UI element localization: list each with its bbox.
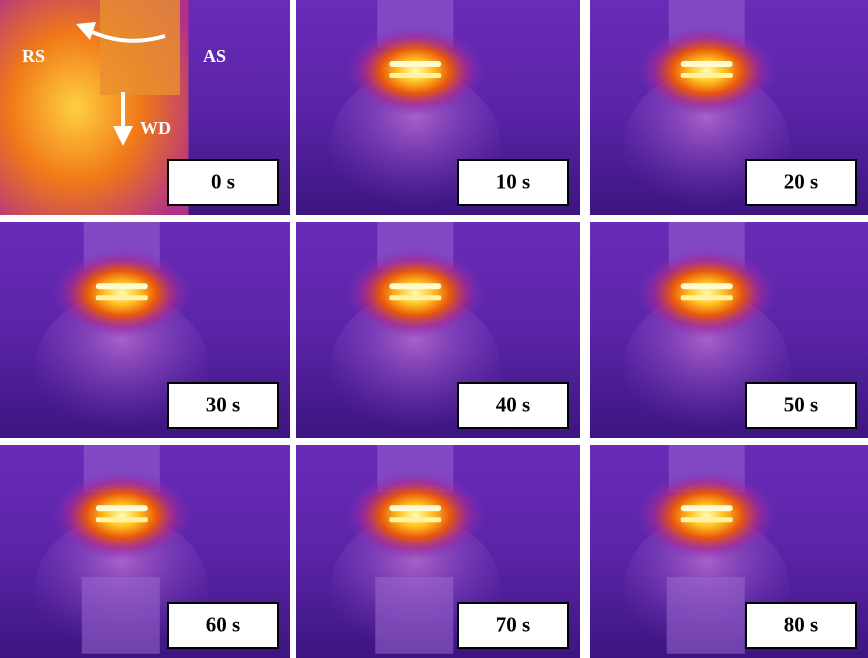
hot-band xyxy=(96,283,148,289)
time-label: 0 s xyxy=(211,169,235,193)
hot-zone xyxy=(52,470,192,560)
thermal-panel: 60 s xyxy=(0,445,290,658)
time-label: 80 s xyxy=(784,612,818,636)
annotation: AS xyxy=(203,46,226,66)
hot-band xyxy=(389,505,441,511)
thermal-panel: 0 s xyxy=(0,0,290,215)
hot-zone xyxy=(637,26,777,116)
page: {"panels": ["0 s", "10 s", "20 s", "30 s… xyxy=(0,0,868,658)
thermal-panel: 80 s xyxy=(590,445,868,658)
hot-zone xyxy=(345,470,485,560)
thermal-panel: 40 s xyxy=(296,222,580,444)
hot-band xyxy=(96,517,148,522)
figure: 0 s 10 s 20 s 30 s 40 s 50 s 60 s 70 s 80 s RS A… xyxy=(0,0,868,658)
hot-band xyxy=(389,517,441,522)
hot-zone xyxy=(637,248,777,338)
panel-grid: 0 s 10 s 20 s 30 s 40 s 50 s 60 s 70 s 80 s xyxy=(0,0,868,658)
hot-zone xyxy=(52,248,192,338)
annotation: WD xyxy=(140,118,171,138)
plate xyxy=(82,577,160,654)
hot-zone xyxy=(345,248,485,338)
hot-band xyxy=(681,283,733,289)
thermal-panel: 50 s xyxy=(590,222,868,444)
time-label: 50 s xyxy=(784,392,818,416)
thermal-panel: 30 s xyxy=(0,222,290,444)
hot-band xyxy=(389,73,441,78)
hot-band xyxy=(681,505,733,511)
hot-band xyxy=(96,295,148,300)
plate xyxy=(375,577,453,654)
hot-band xyxy=(389,295,441,300)
hot-band xyxy=(681,73,733,78)
time-label: 60 s xyxy=(206,612,240,636)
hot-band xyxy=(389,61,441,67)
annotation: RS xyxy=(22,46,45,66)
hot-band xyxy=(681,295,733,300)
time-label: 10 s xyxy=(496,169,530,193)
time-label: 20 s xyxy=(784,169,818,193)
plate xyxy=(667,577,745,654)
hot-band xyxy=(681,61,733,67)
hot-band xyxy=(389,283,441,289)
time-label: 40 s xyxy=(496,392,530,416)
hot-zone xyxy=(637,470,777,560)
thermal-panel: 10 s xyxy=(296,0,580,221)
time-label: 70 s xyxy=(496,612,530,636)
tool-shank xyxy=(100,0,180,95)
hot-band xyxy=(681,517,733,522)
thermal-panel: 20 s xyxy=(590,0,868,221)
thermal-panel: 70 s xyxy=(296,445,580,658)
hot-zone xyxy=(345,26,485,116)
time-label: 30 s xyxy=(206,392,240,416)
hot-band xyxy=(96,505,148,511)
